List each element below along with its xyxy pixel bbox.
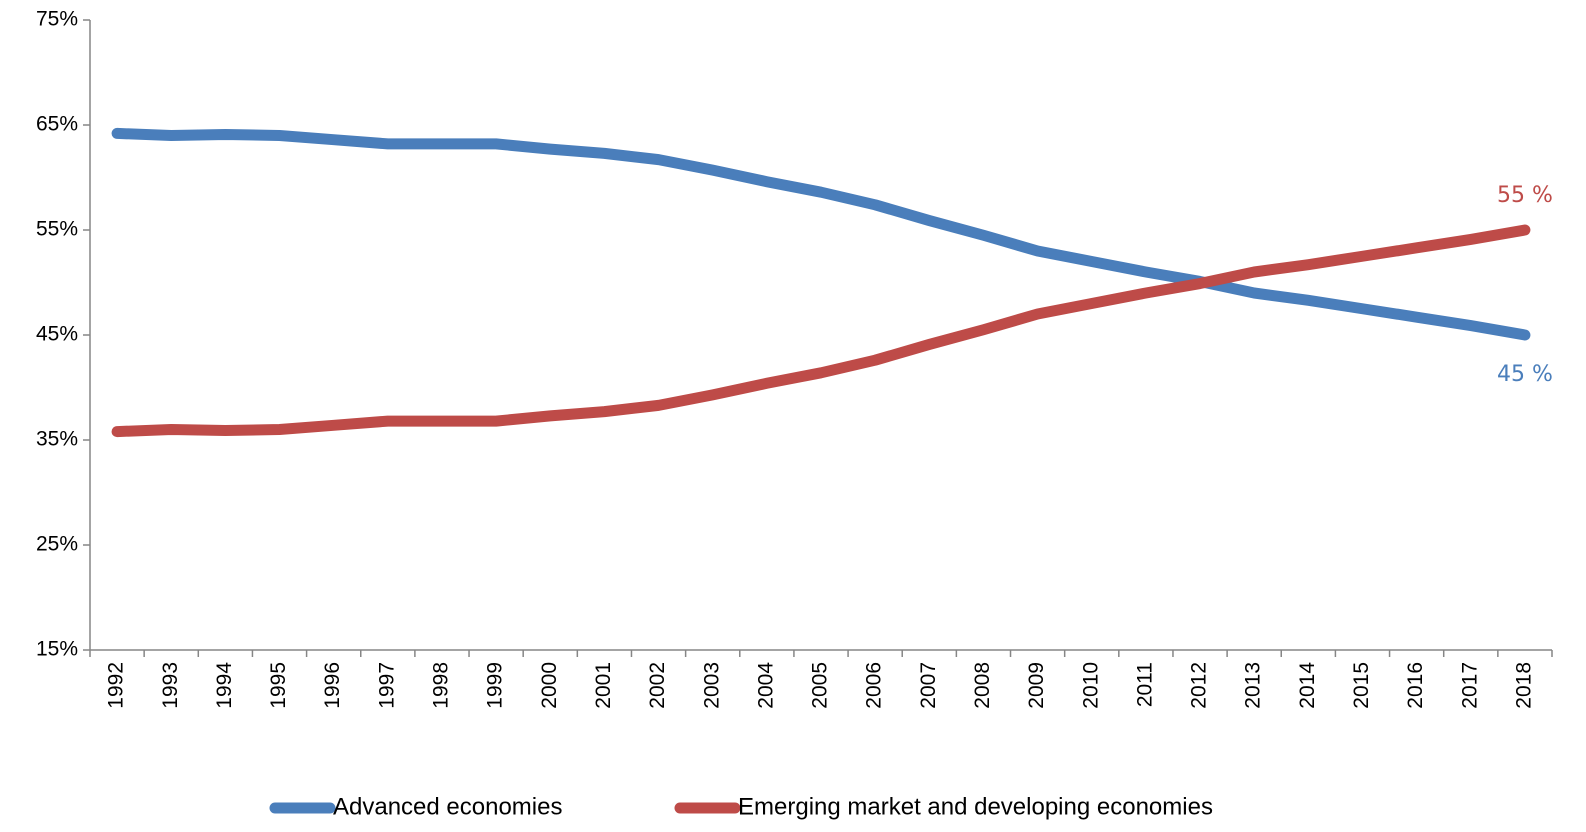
- x-tick-label: 1995: [267, 662, 290, 709]
- x-tick-label: 2003: [700, 662, 723, 709]
- x-tick-label: 2018: [1512, 662, 1535, 709]
- y-tick-label: 75%: [36, 8, 78, 31]
- x-tick-label: 2011: [1133, 662, 1156, 707]
- y-tick-label: 65%: [36, 113, 78, 136]
- y-tick-label: 25%: [36, 533, 78, 556]
- x-tick-label: 2006: [863, 662, 886, 709]
- x-tick-label: 1996: [321, 662, 344, 709]
- x-tick-label: 2008: [971, 662, 994, 709]
- data-label: 45 %: [1497, 362, 1553, 387]
- line-series: [111, 224, 1531, 438]
- y-tick-label: 35%: [36, 428, 78, 451]
- x-tick-label: 1993: [159, 662, 182, 709]
- x-tick-label: 2005: [809, 662, 832, 709]
- line-series: [111, 127, 1531, 341]
- legend-label: Emerging market and developing economies: [738, 793, 1213, 820]
- x-tick-label: 1998: [430, 662, 453, 709]
- x-tick-label: 2001: [592, 662, 615, 709]
- x-tick-label: 2000: [538, 662, 561, 709]
- data-label: 55 %: [1497, 183, 1553, 208]
- y-tick-label: 45%: [36, 323, 78, 346]
- x-tick-label: 2012: [1188, 662, 1211, 709]
- x-tick-label: 2009: [1025, 662, 1048, 709]
- legend-label: Advanced economies: [333, 793, 562, 820]
- y-tick-label: 15%: [36, 638, 78, 661]
- x-tick-label: 1997: [375, 662, 398, 709]
- x-tick-label: 2017: [1458, 662, 1481, 709]
- x-tick-label: 1994: [213, 662, 236, 709]
- x-tick-label: 2015: [1350, 662, 1373, 709]
- x-tick-label: 2007: [917, 662, 940, 709]
- x-tick-label: 1999: [484, 662, 507, 709]
- x-tick-label: 2013: [1242, 662, 1265, 709]
- x-tick-label: 2004: [754, 662, 777, 709]
- x-tick-label: 1992: [105, 662, 128, 709]
- x-tick-label: 2014: [1296, 662, 1319, 709]
- y-tick-label: 55%: [36, 218, 78, 241]
- x-tick-label: 2016: [1404, 662, 1427, 709]
- x-tick-label: 2010: [1079, 662, 1102, 709]
- x-tick-label: 2002: [646, 662, 669, 709]
